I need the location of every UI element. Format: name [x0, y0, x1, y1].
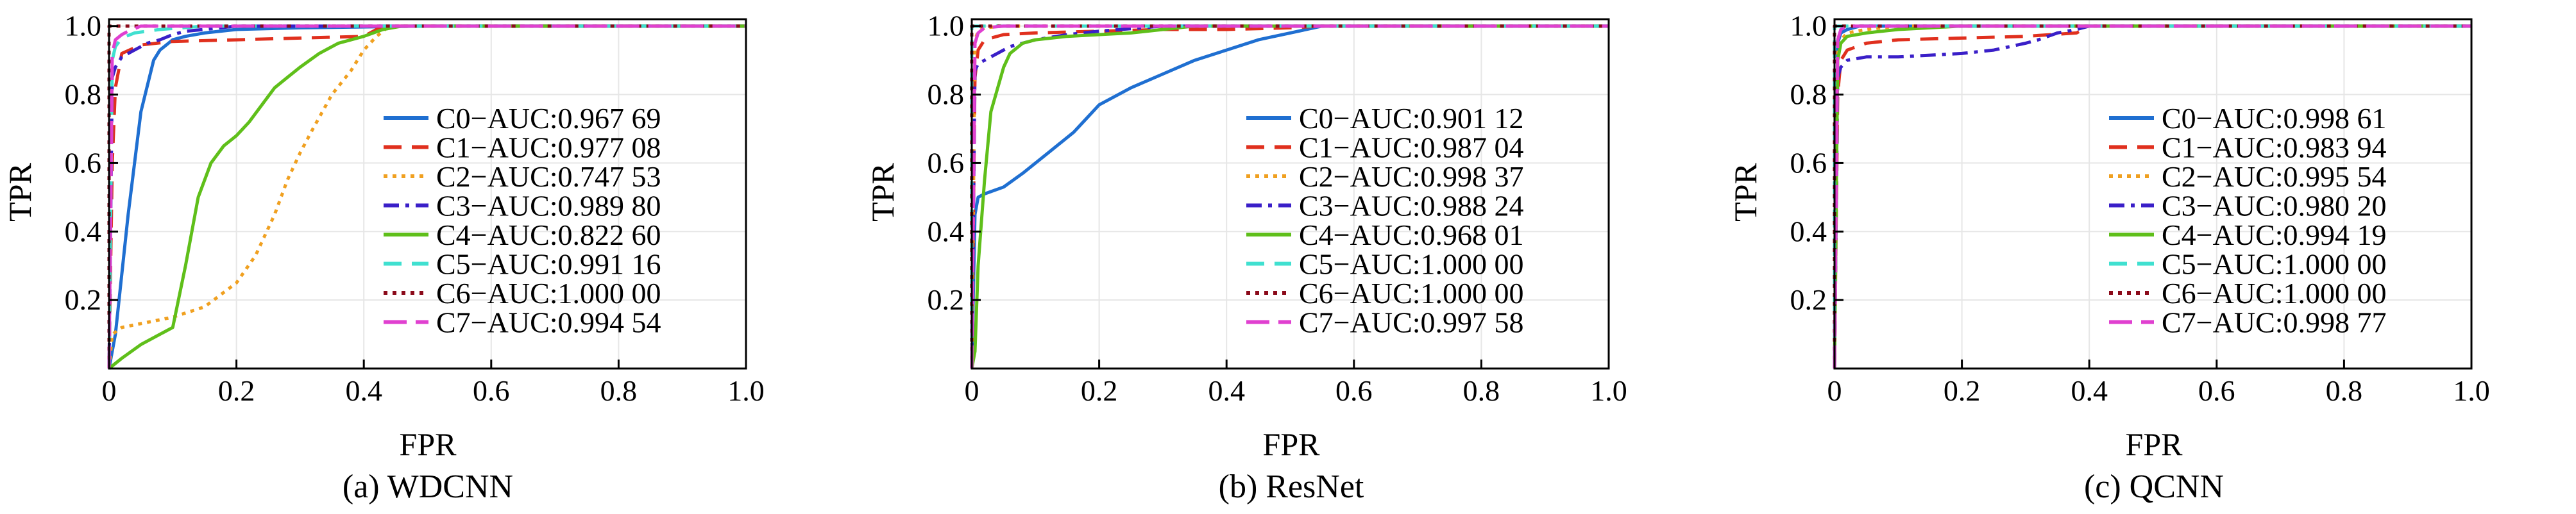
plot-area: 0 0.2 0.4 0.6 0.8 1.0 0.2 0.4 0.6 0.8 1.0: [1790, 10, 2490, 407]
x-tick-label: 0.2: [1081, 374, 1118, 407]
x-tick-label: 0: [965, 374, 979, 407]
legend-label: C2−AUC:0.747 53: [436, 160, 661, 193]
x-tick-label: 1.0: [727, 374, 765, 407]
x-tick-label: 0.8: [2326, 374, 2363, 407]
y-tick-label: 0.4: [1790, 215, 1827, 247]
x-tick-label: 0: [1827, 374, 1842, 407]
series-line-c1: [970, 24, 1609, 369]
legend-label: C3−AUC:0.988 24: [1299, 190, 1524, 222]
legend-label: C6−AUC:1.000 00: [436, 277, 661, 310]
legend-label: C4−AUC:0.968 01: [1299, 219, 1524, 251]
x-tick-label: 0.6: [2198, 374, 2235, 407]
x-axis-label: FPR: [1263, 426, 1321, 462]
series-line-c0: [970, 24, 1609, 369]
series-line-c3: [1833, 24, 2471, 369]
legend-label: C4−AUC:0.822 60: [436, 219, 661, 251]
x-tick-label: 0: [102, 374, 117, 407]
chart-panel-resnet: FPR TPR (b) ResNet 0 0.2 0.4 0.6 0.8 1.0 0.2 0.…: [865, 10, 1627, 505]
plot-area: 0 0.2 0.4 0.6 0.8 1.0 0.2 0.4 0.6 0.8 1.0: [928, 10, 1627, 407]
x-tick-label: 0.4: [345, 374, 382, 407]
x-tick-label: 0.6: [1335, 374, 1373, 407]
series-line-c7: [107, 24, 746, 369]
legend-label: C1−AUC:0.987 04: [1299, 131, 1524, 164]
y-tick-label: 0.8: [928, 78, 965, 111]
legend-label: C6−AUC:1.000 00: [1299, 277, 1524, 310]
y-tick-label: 0.6: [65, 146, 102, 179]
y-tick-label: 0.2: [65, 283, 102, 316]
y-tick-label: 0.4: [928, 215, 965, 247]
x-tick-label: 0.2: [1944, 374, 1981, 407]
x-tick-label: 0.6: [473, 374, 510, 407]
y-axis-label: TPR: [2, 163, 38, 222]
x-tick-label: 0.4: [1208, 374, 1245, 407]
y-tick-label: 0.6: [1790, 146, 1827, 179]
plot-area: 0 0.2 0.4 0.6 0.8 1.0 0.2 0.4 0.6 0.8 1.0: [65, 10, 765, 407]
x-axis-label: FPR: [400, 426, 457, 462]
plot-frame: [1833, 18, 2473, 370]
legend-label: C4−AUC:0.994 19: [2162, 219, 2387, 251]
y-tick-label: 1.0: [65, 10, 102, 42]
panel-caption: (a) WDCNN: [343, 468, 513, 505]
panel-caption: (b) ResNet: [1219, 468, 1364, 505]
y-tick-label: 1.0: [1790, 10, 1827, 42]
legend-label: C1−AUC:0.983 94: [2162, 131, 2387, 164]
series-line-c4: [108, 24, 746, 370]
x-tick-label: 0.8: [600, 374, 638, 407]
series-line-c3: [107, 24, 746, 369]
chart-panel-wdcnn: FPR TPR (a) WDCNN 0 0.2 0.4 0.6 0.8 1.0 0.2 0.4…: [2, 10, 765, 505]
panel-caption: (c) QCNN: [2084, 468, 2224, 505]
x-tick-label: 1.0: [1590, 374, 1627, 407]
series-line-c7: [970, 24, 1609, 369]
chart-panel-qcnn: FPR TPR (c) QCNN 0 0.2 0.4 0.6 0.8 1.00.20.40…: [1727, 10, 2490, 505]
y-tick-label: 0.8: [65, 78, 102, 111]
legend-label: C5−AUC:1.000 00: [1299, 248, 1524, 281]
legend-label: C0−AUC:0.967 69: [436, 102, 661, 135]
plot-frame: [108, 18, 747, 370]
legend-label: C7−AUC:0.998 77: [2162, 306, 2387, 339]
legend-label: C2−AUC:0.995 54: [2162, 160, 2387, 193]
y-tick-label: 0.4: [65, 215, 102, 247]
x-tick-label: 0.4: [2071, 374, 2108, 407]
plot-frame: [970, 18, 1610, 370]
legend-label: C1−AUC:0.977 08: [436, 131, 661, 164]
y-axis-label: TPR: [1727, 163, 1763, 222]
series-line-c7: [1833, 24, 2471, 369]
legend-label: C5−AUC:0.991 16: [436, 248, 661, 281]
legend-label: C0−AUC:0.901 12: [1299, 102, 1524, 135]
x-tick-label: 1.0: [2453, 374, 2490, 407]
x-tick-label: 0.2: [218, 374, 255, 407]
y-tick-label: 0.6: [928, 146, 965, 179]
legend-label: C3−AUC:0.980 20: [2162, 190, 2387, 222]
x-axis-label: FPR: [2126, 426, 2183, 462]
legend-label: C6−AUC:1.000 00: [2162, 277, 2387, 310]
legend-label: C7−AUC:0.997 58: [1299, 306, 1524, 339]
y-tick-label: 1.0: [928, 10, 965, 42]
x-tick-label: 0.8: [1463, 374, 1500, 407]
y-tick-label: 0.2: [928, 283, 965, 316]
legend-label: C2−AUC:0.998 37: [1299, 160, 1524, 193]
series-line-c4: [970, 24, 1609, 369]
legend-label: C5−AUC:1.000 00: [2162, 248, 2387, 281]
y-axis-label: TPR: [865, 163, 901, 222]
legend-label: C7−AUC:0.994 54: [436, 306, 661, 339]
legend-label: C0−AUC:0.998 61: [2162, 102, 2387, 135]
series-line-c3: [970, 24, 1609, 369]
y-tick-label: 0.8: [1790, 78, 1827, 111]
legend-label: C3−AUC:0.989 80: [436, 190, 661, 222]
y-tick-label: 0.2: [1790, 283, 1827, 316]
